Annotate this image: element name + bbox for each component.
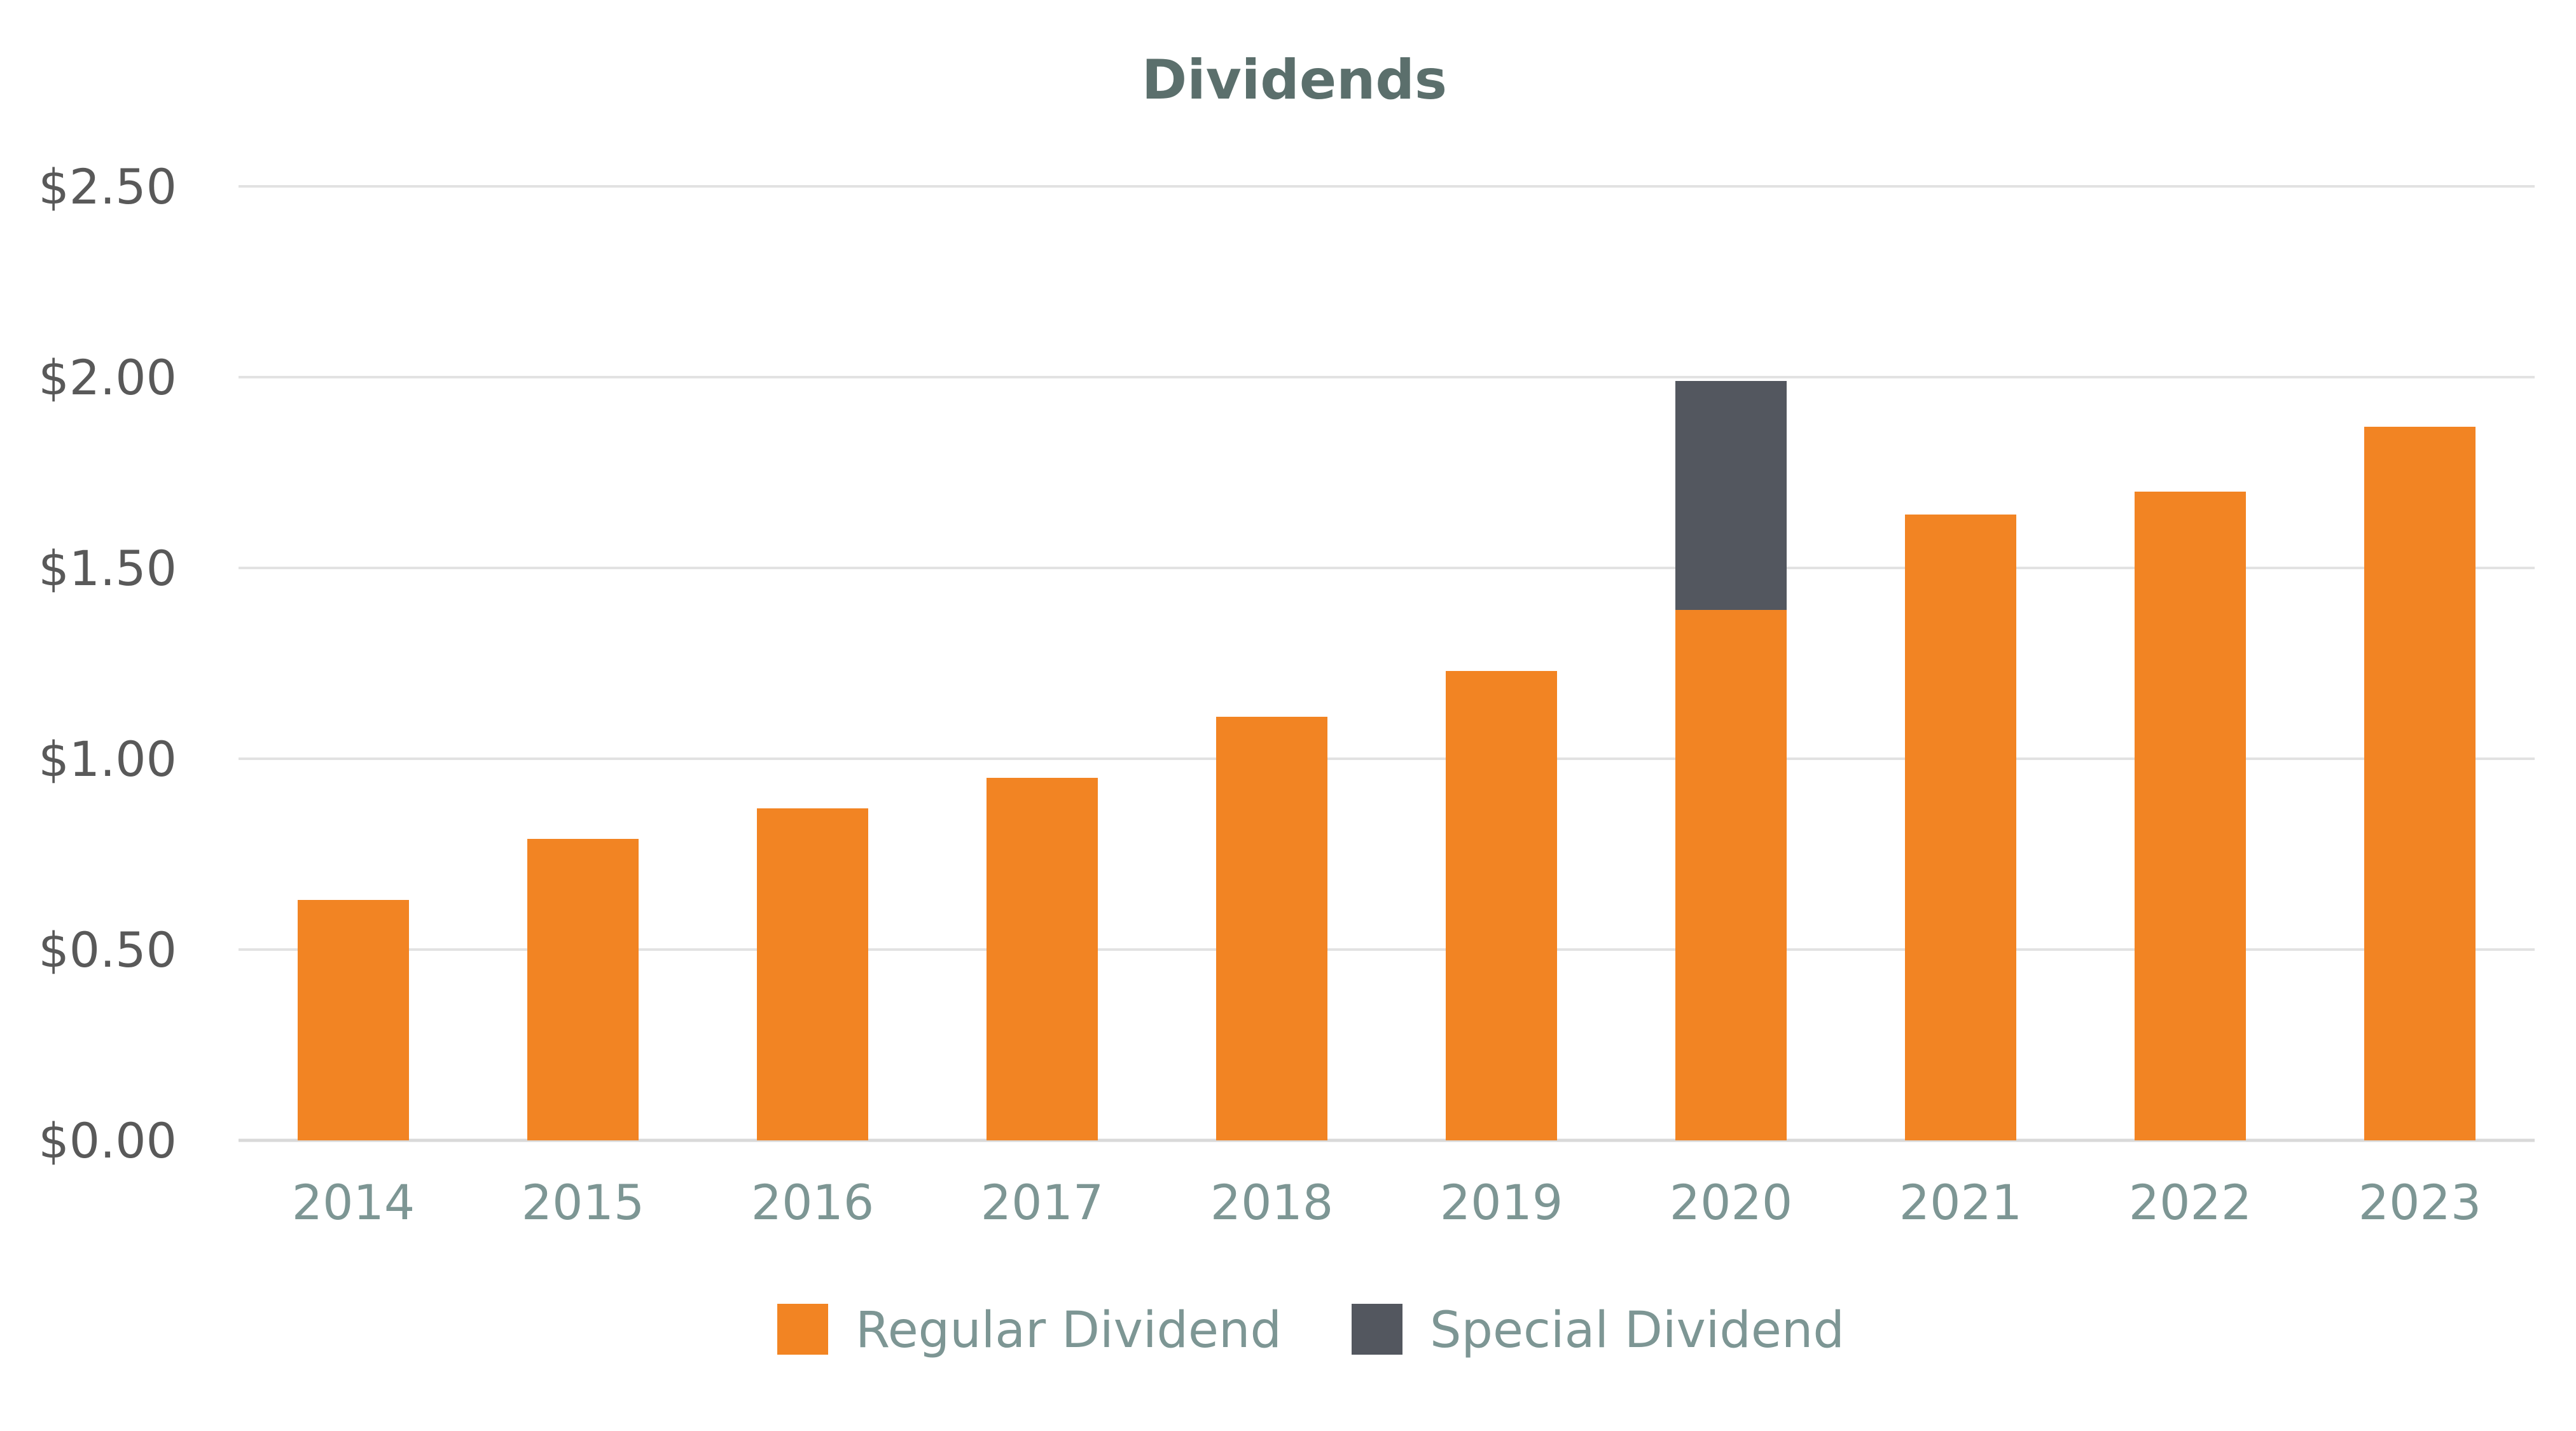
bar-regular-dividend-2021 [1905,515,2016,1140]
x-tick-label: 2017 [981,1174,1104,1231]
bar-regular-dividend-2023 [2364,427,2476,1140]
bar-regular-dividend-2019 [1446,671,1557,1140]
y-tick-label: $0.00 [38,1112,177,1169]
legend-swatch-special-dividend [1352,1304,1402,1355]
legend: Regular Dividend Special Dividend [777,1302,1845,1359]
legend-swatch-regular-dividend [777,1304,828,1355]
x-tick-label: 2021 [1899,1174,2022,1231]
bar-regular-dividend-2020 [1675,610,1787,1140]
y-tick-label: $1.00 [38,731,177,787]
y-tick-label: $1.50 [38,540,177,597]
bar-regular-dividend-2017 [987,778,1098,1140]
y-axis-tick-labels: $0.00 $0.50 $1.00 $1.50 $2.00 $2.50 [38,158,177,1169]
bar-regular-dividend-2022 [2135,492,2246,1140]
x-tick-label: 2019 [1440,1174,1563,1231]
bar-regular-dividend-2014 [298,900,409,1140]
x-axis-tick-labels: 2014 2015 2016 2017 2018 2019 2020 2021 2022 2023 [292,1174,2481,1231]
bar-special-dividend-2020 [1675,381,1787,610]
x-tick-label: 2023 [2358,1174,2481,1231]
x-tick-label: 2018 [1210,1174,1333,1231]
x-tick-label: 2015 [522,1174,644,1231]
x-tick-label: 2014 [292,1174,415,1231]
y-tick-label: $0.50 [38,922,177,978]
bars [298,381,2476,1140]
x-tick-label: 2022 [2129,1174,2252,1231]
legend-label-regular-dividend: Regular Dividend [855,1302,1282,1359]
bar-regular-dividend-2016 [757,808,868,1140]
chart-title: Dividends [1142,48,1447,112]
x-tick-label: 2020 [1670,1174,1792,1231]
bar-regular-dividend-2018 [1216,717,1327,1140]
bar-regular-dividend-2015 [527,839,639,1140]
y-tick-label: $2.00 [38,349,177,406]
x-tick-label: 2016 [751,1174,874,1231]
y-tick-label: $2.50 [38,158,177,215]
legend-label-special-dividend: Special Dividend [1430,1302,1845,1359]
